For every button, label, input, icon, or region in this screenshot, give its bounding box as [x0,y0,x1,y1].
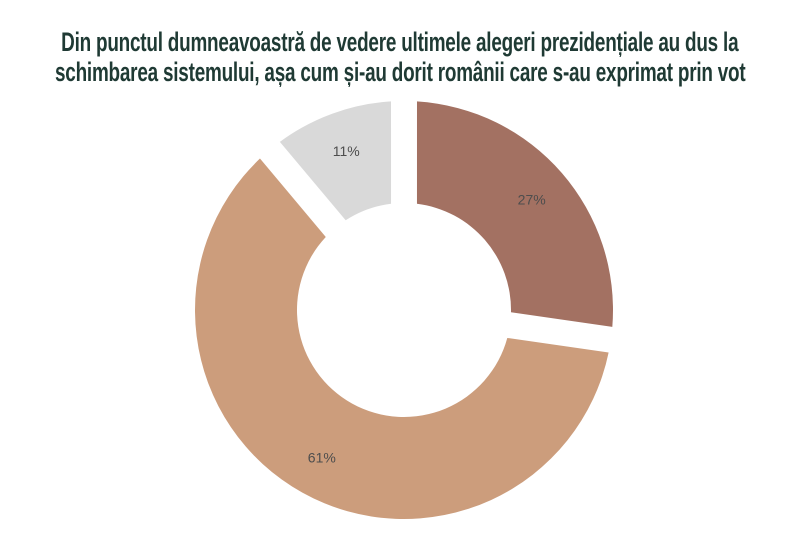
chart-title-line1: Din punctul dumneavoastră de vedere ulti… [61,27,739,57]
slice-label-27pct: 27% [518,191,546,207]
chart-title-line2: schimbarea sistemului, așa cum și-au dor… [54,57,746,87]
pie-slice-61pct[interactable] [194,158,609,520]
pie-slice-27pct[interactable] [416,101,613,327]
chart-title: Din punctul dumneavoastră de vedere ulti… [0,0,800,87]
pie-slice-11pct[interactable] [279,101,392,221]
slice-label-61pct: 61% [308,450,336,466]
slice-label-11pct: 11% [333,143,360,159]
